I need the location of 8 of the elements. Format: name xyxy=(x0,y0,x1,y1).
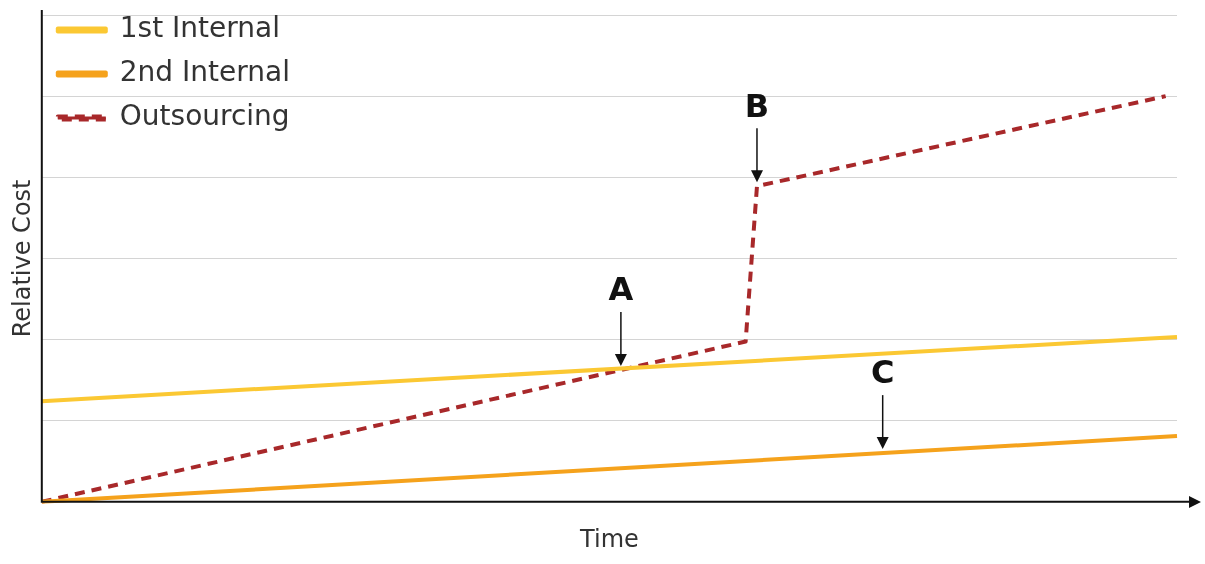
legend-label: 1st Internal xyxy=(119,11,280,45)
legend-label: Outsourcing xyxy=(119,99,290,133)
annotation: A xyxy=(608,270,634,309)
annotation: C xyxy=(870,353,895,392)
legend-label: 2nd Internal xyxy=(119,55,290,89)
x-axis-title: Time xyxy=(579,524,639,553)
annotation: B xyxy=(744,86,770,125)
y-axis-title: Relative Cost xyxy=(7,179,36,338)
